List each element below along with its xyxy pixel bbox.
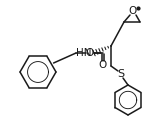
Text: O: O [86, 48, 94, 58]
Text: O: O [129, 6, 137, 16]
Text: S: S [117, 69, 125, 79]
Text: O: O [99, 60, 107, 70]
Text: HN: HN [76, 48, 92, 58]
